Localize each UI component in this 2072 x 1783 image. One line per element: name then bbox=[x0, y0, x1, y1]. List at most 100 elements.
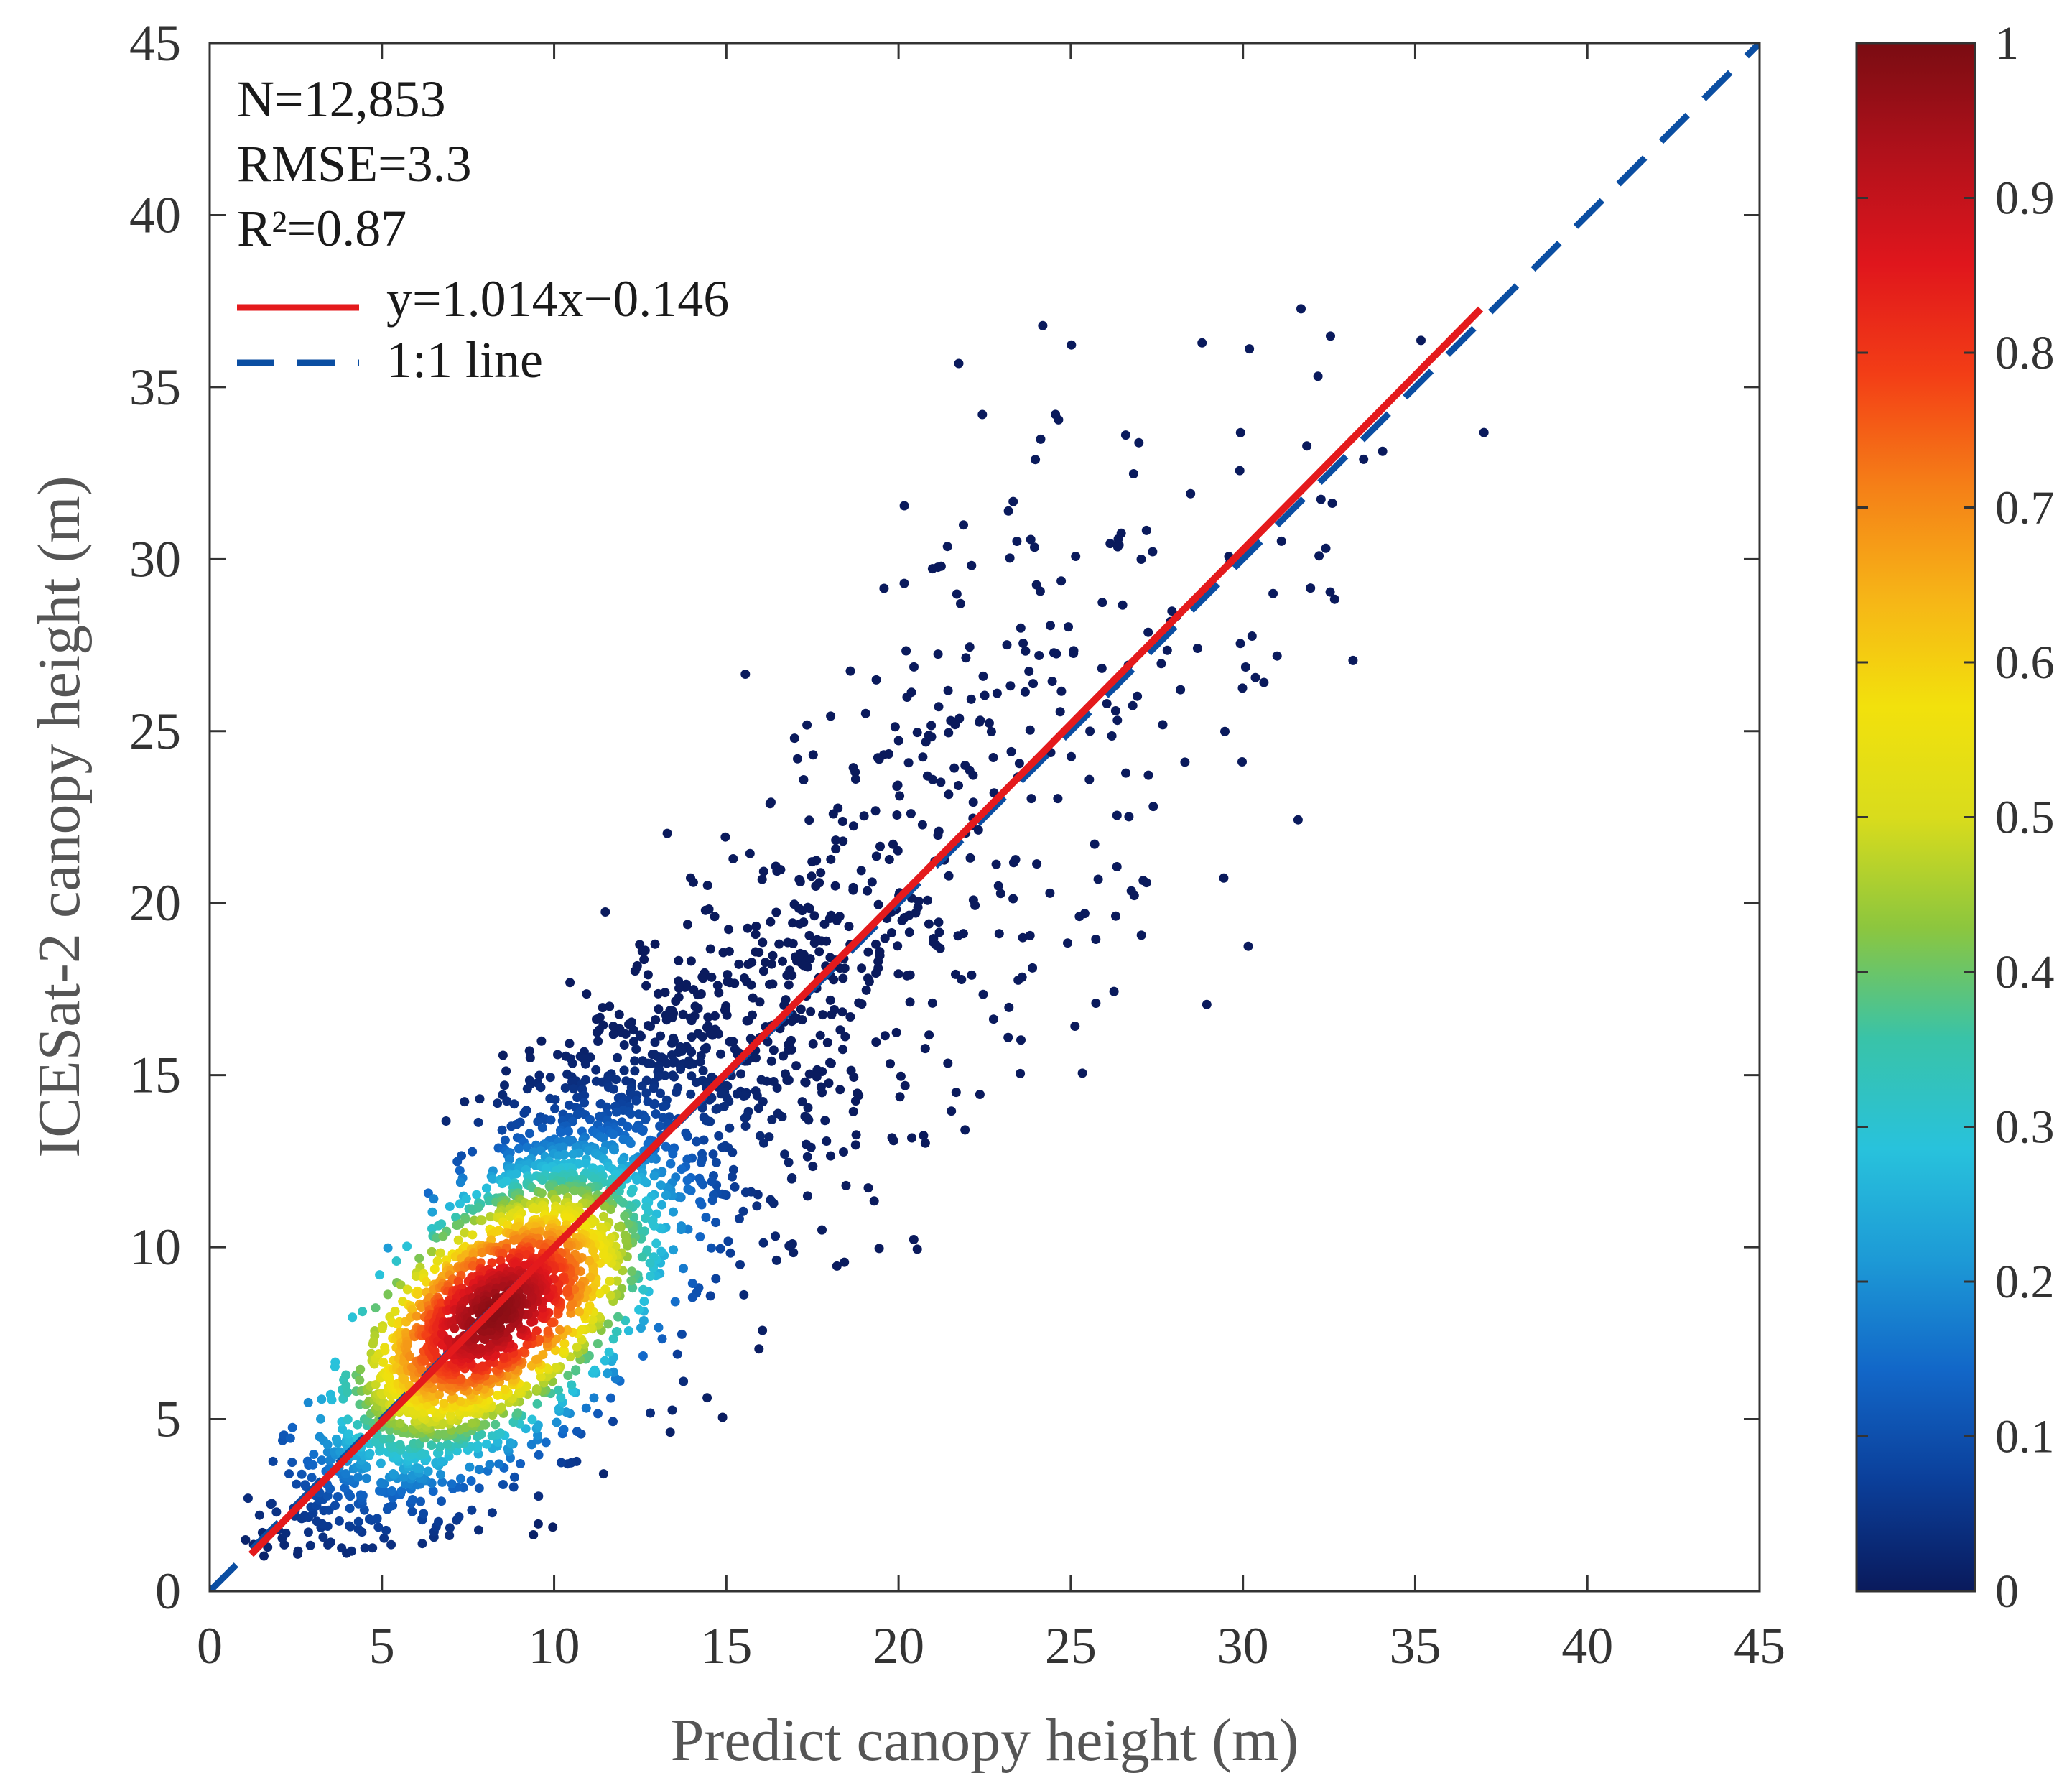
scatter-point bbox=[341, 1370, 351, 1380]
scatter-point bbox=[743, 923, 753, 933]
scatter-point bbox=[368, 1543, 378, 1553]
scatter-point bbox=[814, 947, 824, 957]
scatter-point bbox=[767, 1115, 777, 1124]
scatter-point bbox=[1111, 911, 1120, 921]
scatter-point bbox=[353, 1516, 363, 1527]
scatter-point bbox=[572, 1427, 582, 1437]
scatter-point bbox=[1021, 646, 1031, 656]
scatter-point bbox=[538, 1350, 548, 1360]
scatter-point bbox=[797, 1097, 807, 1107]
scatter-point bbox=[707, 972, 717, 982]
scatter-point bbox=[1014, 759, 1024, 769]
scatter-point bbox=[553, 1050, 562, 1060]
scatter-point bbox=[379, 1533, 389, 1543]
scatter-point bbox=[802, 1139, 811, 1149]
scatter-point bbox=[817, 1225, 827, 1235]
scatter-point bbox=[1008, 858, 1018, 868]
scatter-point bbox=[1162, 645, 1172, 655]
scatter-point bbox=[789, 1248, 799, 1258]
colorbar-gradient bbox=[1855, 42, 1976, 1593]
scatter-point bbox=[341, 1469, 351, 1478]
scatter-point bbox=[1051, 649, 1061, 659]
scatter-point bbox=[619, 1065, 629, 1075]
scatter-point bbox=[873, 957, 883, 966]
scatter-point bbox=[407, 1305, 417, 1315]
scatter-point bbox=[1316, 494, 1326, 504]
scatter-point bbox=[1063, 938, 1072, 948]
scatter-point bbox=[965, 853, 975, 863]
scatter-point bbox=[1097, 663, 1107, 673]
scatter-point bbox=[899, 501, 909, 511]
scatter-point bbox=[825, 1057, 835, 1068]
scatter-point bbox=[670, 1297, 680, 1307]
scatter-point bbox=[491, 1420, 501, 1430]
scatter-point bbox=[284, 1469, 294, 1479]
scatter-point bbox=[679, 1264, 688, 1274]
scatter-point bbox=[899, 578, 909, 588]
scatter-point bbox=[554, 1151, 564, 1161]
scatter-point bbox=[330, 1362, 340, 1372]
scatter-point bbox=[784, 1045, 794, 1055]
scatter-point bbox=[1329, 594, 1339, 604]
scatter-point bbox=[895, 791, 905, 801]
scatter-point bbox=[460, 1228, 470, 1238]
scatter-point bbox=[732, 1089, 742, 1099]
scatter-point bbox=[845, 666, 855, 676]
scatter-point bbox=[818, 1010, 828, 1020]
scatter-point bbox=[871, 1037, 881, 1047]
scatter-point bbox=[920, 1138, 930, 1148]
scatter-point bbox=[541, 1437, 551, 1448]
scatter-point bbox=[864, 976, 874, 986]
scatter-point bbox=[788, 918, 798, 928]
scatter-point bbox=[641, 1088, 651, 1098]
scatter-point bbox=[773, 1108, 783, 1119]
scatter-point bbox=[826, 711, 836, 721]
scatter-point bbox=[545, 1182, 555, 1192]
scatter-point bbox=[550, 1103, 560, 1113]
scatter-point bbox=[672, 1349, 682, 1359]
scatter-point bbox=[343, 1414, 353, 1425]
scatter-point bbox=[592, 1027, 602, 1037]
scatter-point bbox=[651, 1109, 661, 1119]
scatter-point bbox=[1003, 1032, 1013, 1042]
scatter-point bbox=[522, 1084, 532, 1094]
scatter-point bbox=[1028, 679, 1038, 689]
scatter-point bbox=[808, 1162, 818, 1172]
scatter-point bbox=[661, 1141, 671, 1152]
scatter-point bbox=[890, 722, 900, 732]
scatter-point bbox=[743, 960, 753, 969]
scatter-point bbox=[1124, 812, 1134, 822]
scatter-point bbox=[897, 915, 907, 925]
scatter-point bbox=[632, 1175, 642, 1185]
x-tick-label: 20 bbox=[873, 1617, 924, 1675]
scatter-point bbox=[753, 1103, 763, 1113]
scatter-point bbox=[556, 1458, 566, 1468]
scatter-point bbox=[442, 1439, 452, 1449]
scatter-point bbox=[605, 1001, 615, 1011]
fit-line bbox=[248, 306, 1484, 1557]
scatter-point bbox=[533, 1519, 543, 1529]
scatter-point bbox=[649, 1171, 659, 1181]
scatter-point bbox=[455, 1199, 465, 1209]
scatter-point bbox=[1243, 941, 1253, 951]
scatter-point bbox=[705, 944, 715, 954]
scatter-point bbox=[1077, 1068, 1087, 1078]
scatter-point bbox=[844, 922, 854, 932]
scatter-point bbox=[771, 1255, 781, 1265]
scatter-point bbox=[831, 844, 841, 854]
scatter-point bbox=[307, 1473, 317, 1483]
scatter-point bbox=[848, 885, 858, 895]
scatter-point bbox=[466, 1476, 476, 1486]
scatter-point bbox=[254, 1510, 264, 1520]
scatter-point bbox=[686, 1089, 696, 1099]
scatter-point bbox=[723, 970, 733, 980]
scatter-point bbox=[705, 1291, 715, 1301]
scatter-point bbox=[828, 809, 838, 819]
scatter-point bbox=[934, 927, 944, 937]
scatter-point bbox=[867, 877, 877, 887]
scatter-point bbox=[333, 1492, 343, 1501]
scatter-point bbox=[1259, 677, 1269, 687]
scatter-point bbox=[407, 1495, 417, 1504]
scatter-point bbox=[1035, 586, 1045, 596]
scatter-point bbox=[714, 1131, 724, 1141]
